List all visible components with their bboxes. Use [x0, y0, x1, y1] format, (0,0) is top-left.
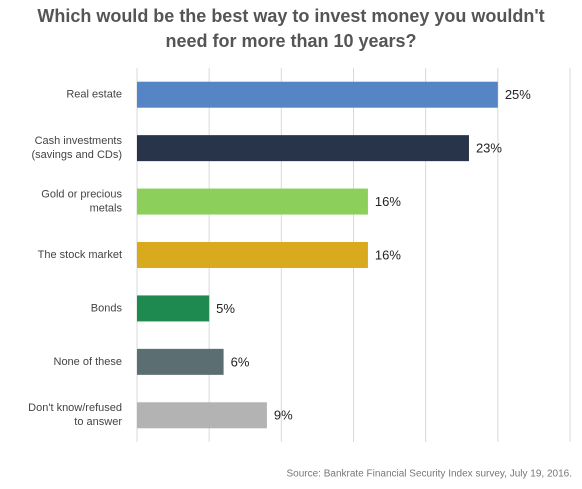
chart-title: need for more than 10 years?	[165, 31, 416, 51]
bar	[137, 135, 469, 162]
category-label: Gold or precious	[41, 188, 122, 200]
chart-title: Which would be the best way to invest mo…	[37, 6, 544, 26]
source: Source: Bankrate Financial Security Inde…	[286, 469, 572, 480]
category-label: None of these	[54, 356, 123, 368]
data-label: 16%	[375, 247, 401, 262]
category-label: to answer	[74, 416, 122, 428]
data-label: 25%	[505, 87, 531, 102]
category-label: (savings and CDs)	[32, 149, 122, 161]
data-label: 9%	[274, 408, 293, 423]
category-label: Bonds	[91, 302, 123, 314]
data-label: 23%	[476, 141, 502, 156]
bar	[137, 242, 368, 268]
category-label: Real estate	[66, 89, 122, 101]
category-label: Don't know/refused	[28, 402, 122, 414]
bar	[137, 348, 224, 375]
category-label: The stock market	[38, 249, 122, 261]
category-label: Cash investments	[35, 135, 123, 147]
data-label: 16%	[375, 194, 401, 209]
bar	[137, 295, 210, 322]
bar	[137, 188, 368, 215]
category-label: metals	[90, 202, 123, 214]
data-label: 6%	[231, 354, 250, 369]
bar	[137, 81, 498, 108]
data-label: 5%	[216, 301, 235, 316]
bar	[137, 402, 267, 429]
